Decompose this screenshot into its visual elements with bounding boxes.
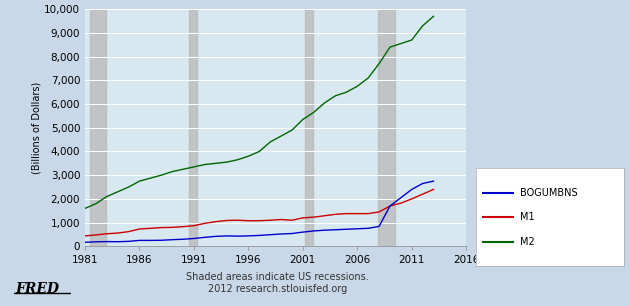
Bar: [305, 9, 312, 246]
Y-axis label: (Billions of Dollars): (Billions of Dollars): [32, 82, 42, 174]
Bar: [378, 9, 396, 246]
Text: BOGUMBNS: BOGUMBNS: [520, 188, 578, 198]
Text: M2: M2: [520, 237, 535, 247]
Bar: [91, 9, 106, 246]
Text: M1: M1: [520, 212, 535, 222]
Text: FRED: FRED: [16, 282, 60, 296]
Text: Shaded areas indicate US recessions.
2012 research.stlouisfed.org: Shaded areas indicate US recessions. 201…: [186, 272, 369, 294]
Bar: [188, 9, 197, 246]
